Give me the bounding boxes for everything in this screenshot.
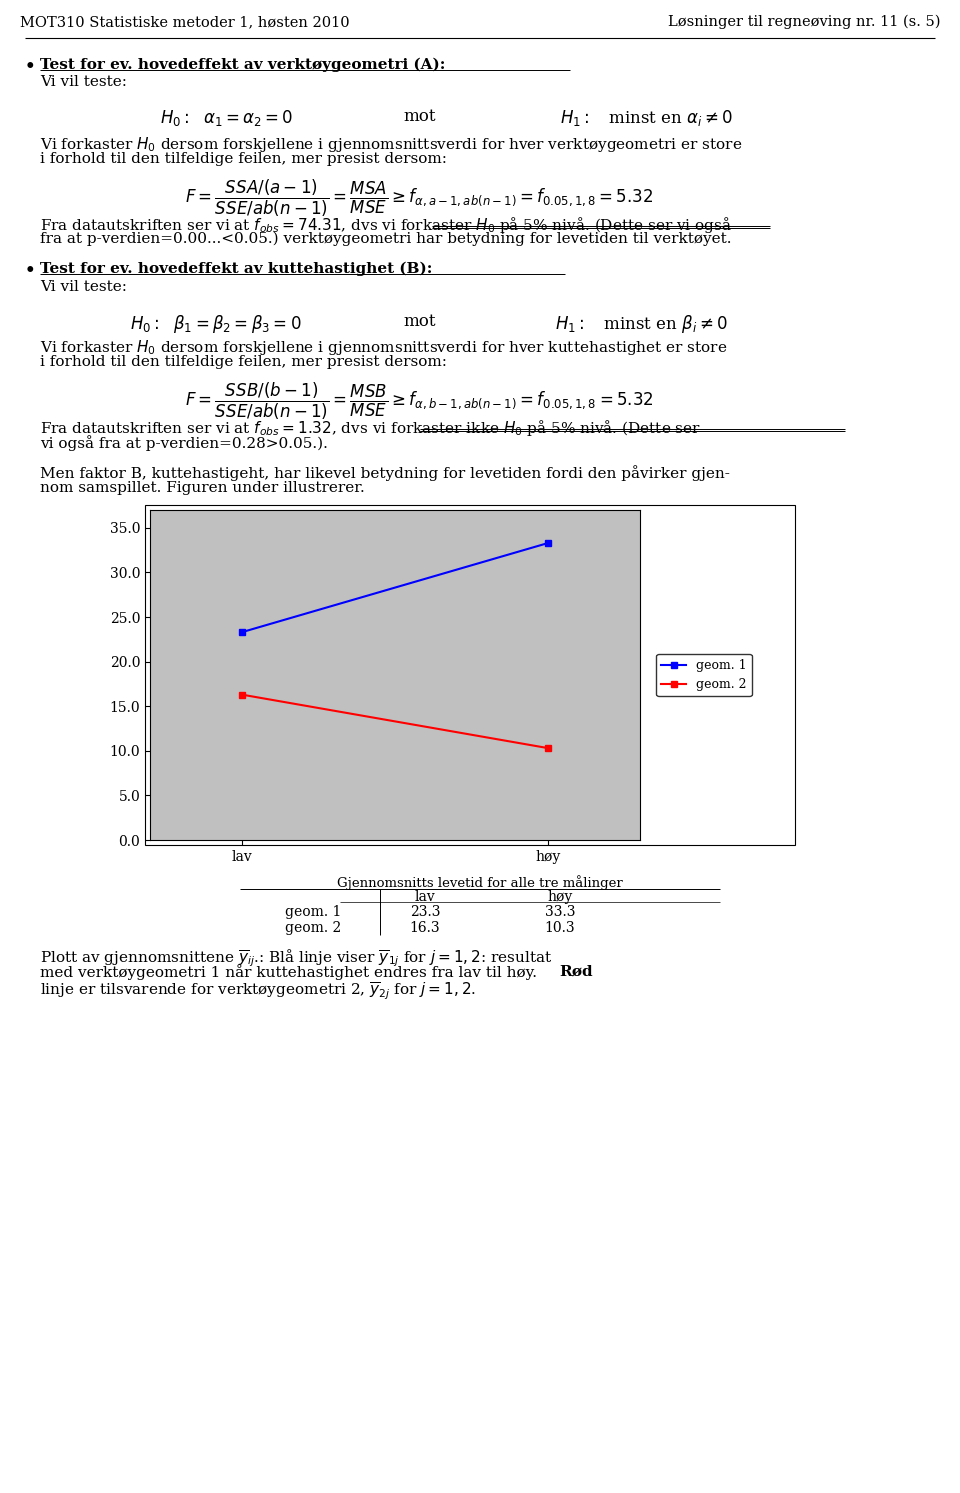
Text: lav: lav: [415, 890, 436, 903]
Text: $H_1:\ \ $ minst en $\beta_i \neq 0$: $H_1:\ \ $ minst en $\beta_i \neq 0$: [555, 314, 728, 334]
Text: Fra datautskriften ser vi at $f_{obs} = 74.31$, dvs vi forkaster $H_0$ på 5% niv: Fra datautskriften ser vi at $f_{obs} = …: [40, 215, 732, 234]
Text: 16.3: 16.3: [410, 921, 441, 935]
Text: i forhold til den tilfeldige feilen, mer presist dersom:: i forhold til den tilfeldige feilen, mer…: [40, 152, 447, 166]
Text: i forhold til den tilfeldige feilen, mer presist dersom:: i forhold til den tilfeldige feilen, mer…: [40, 355, 447, 369]
Text: Rød: Rød: [559, 964, 592, 978]
Text: geom. 1: geom. 1: [285, 905, 342, 920]
Text: $F = \dfrac{SSA/(a-1)}{SSE/ab(n-1)} = \dfrac{MSA}{MSE} \geq f_{\alpha,a-1,ab(n-1: $F = \dfrac{SSA/(a-1)}{SSE/ab(n-1)} = \d…: [185, 178, 654, 219]
Text: Løsninger til regneøving nr. 11 (s. 5): Løsninger til regneøving nr. 11 (s. 5): [667, 15, 940, 30]
Bar: [145, 505, 795, 845]
Text: linje er tilsvarende for verktøygeometri 2, $\overline{y}_{2j}$ for $j=1,2$.: linje er tilsvarende for verktøygeometri…: [40, 981, 476, 1002]
Text: $F = \dfrac{SSB/(b-1)}{SSE/ab(n-1)} = \dfrac{MSB}{MSE} \geq f_{\alpha,b-1,ab(n-1: $F = \dfrac{SSB/(b-1)}{SSE/ab(n-1)} = \d…: [185, 381, 654, 423]
Text: 23.3: 23.3: [410, 905, 441, 920]
Text: •: •: [25, 261, 36, 279]
Text: med verktøygeometri 1 når kuttehastighet endres fra lav til høy.: med verktøygeometri 1 når kuttehastighet…: [40, 964, 541, 979]
Text: mot: mot: [404, 107, 436, 125]
Text: 10.3: 10.3: [544, 921, 575, 935]
Text: $H_1:\ \ $ minst en $\alpha_i \neq 0$: $H_1:\ \ $ minst en $\alpha_i \neq 0$: [560, 107, 733, 128]
Text: høy: høy: [547, 890, 572, 903]
Text: Test for ev. hovedeffekt av kuttehastighet (B):: Test for ev. hovedeffekt av kuttehastigh…: [40, 261, 432, 276]
Text: Fra datautskriften ser vi at $f_{obs} = 1.32$, dvs vi forkaster ikke $H_0$ på 5%: Fra datautskriften ser vi at $f_{obs} = …: [40, 418, 701, 437]
Text: Men faktor B, kuttehastigeht, har likevel betydning for levetiden fordi den påvi: Men faktor B, kuttehastigeht, har likeve…: [40, 464, 730, 481]
Text: mot: mot: [404, 314, 436, 330]
Text: $H_0:\ \ \alpha_1 = \alpha_2 = 0$: $H_0:\ \ \alpha_1 = \alpha_2 = 0$: [160, 107, 293, 128]
Text: Plott av gjennomsnittene $\overline{y}_{ij}$.: Blå linje viser $\overline{y}_{1j: Plott av gjennomsnittene $\overline{y}_{…: [40, 947, 552, 969]
Text: Test for ev. hovedeffekt av verktøygeometri (A):: Test for ev. hovedeffekt av verktøygeome…: [40, 58, 445, 72]
Text: •: •: [25, 58, 36, 75]
Legend: geom. 1, geom. 2: geom. 1, geom. 2: [656, 654, 752, 696]
Text: Vi forkaster $H_0$ dersom forskjellene i gjennomsnittsverdi for hver verktøygeom: Vi forkaster $H_0$ dersom forskjellene i…: [40, 134, 742, 154]
Text: Vi vil teste:: Vi vil teste:: [40, 75, 127, 90]
Text: 33.3: 33.3: [544, 905, 575, 920]
Text: Vi vil teste:: Vi vil teste:: [40, 281, 127, 294]
Text: geom. 2: geom. 2: [285, 921, 341, 935]
Text: Vi forkaster $H_0$ dersom forskjellene i gjennomsnittsverdi for hver kuttehastig: Vi forkaster $H_0$ dersom forskjellene i…: [40, 337, 728, 357]
Text: vi også fra at p-verdien=0.28>0.05.).: vi også fra at p-verdien=0.28>0.05.).: [40, 434, 328, 451]
Text: nom samspillet. Figuren under illustrerer.: nom samspillet. Figuren under illustrere…: [40, 481, 365, 496]
Text: MOT310 Statistiske metoder 1, høsten 2010: MOT310 Statistiske metoder 1, høsten 201…: [20, 15, 349, 28]
Text: fra at p-verdien=0.00...<0.05.) verktøygeometri har betydning for levetiden til : fra at p-verdien=0.00...<0.05.) verktøyg…: [40, 231, 732, 246]
Text: Gjennomsnitts levetid for alle tre målinger: Gjennomsnitts levetid for alle tre målin…: [337, 875, 623, 890]
Text: $H_0:\ \ \beta_1 = \beta_2 = \beta_3 = 0$: $H_0:\ \ \beta_1 = \beta_2 = \beta_3 = 0…: [130, 314, 301, 334]
